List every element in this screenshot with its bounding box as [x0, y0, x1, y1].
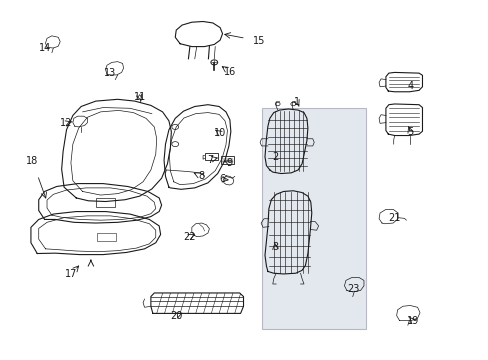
Text: 10: 10: [214, 129, 226, 138]
Text: 8: 8: [198, 171, 204, 181]
Text: 11: 11: [133, 92, 145, 102]
Text: 16: 16: [224, 67, 236, 77]
Text: 15: 15: [252, 36, 265, 46]
Bar: [221, 156, 233, 164]
Text: 20: 20: [170, 311, 182, 320]
Text: 2: 2: [271, 152, 278, 162]
Text: 21: 21: [387, 213, 400, 223]
Text: 17: 17: [65, 269, 78, 279]
Bar: [204, 153, 218, 160]
Bar: [261, 108, 366, 329]
Text: 9: 9: [226, 158, 232, 168]
Text: 7: 7: [207, 154, 213, 165]
Text: 3: 3: [272, 242, 278, 252]
Text: 5: 5: [407, 127, 412, 136]
Text: 22: 22: [183, 232, 196, 242]
Text: 14: 14: [39, 44, 51, 53]
Text: 4: 4: [407, 81, 412, 91]
Text: 13: 13: [104, 68, 116, 78]
Text: 1: 1: [293, 97, 300, 107]
Bar: [96, 198, 115, 207]
Text: 19: 19: [406, 316, 418, 325]
Text: 23: 23: [346, 284, 359, 294]
Text: 18: 18: [26, 156, 39, 166]
Text: 6: 6: [219, 174, 225, 184]
Bar: [97, 233, 116, 241]
Text: 12: 12: [60, 118, 73, 128]
